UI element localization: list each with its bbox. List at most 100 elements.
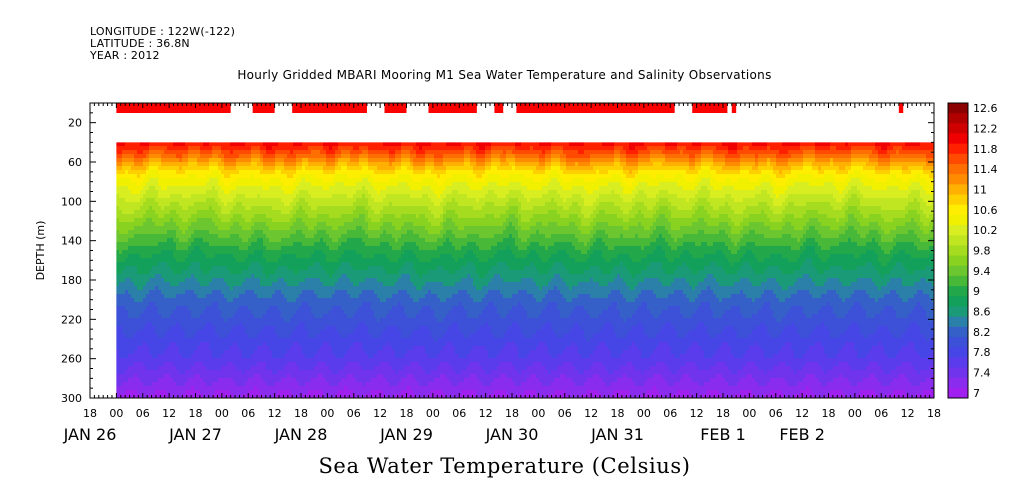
temperature-cell xyxy=(278,250,282,255)
temperature-cell xyxy=(308,194,312,199)
temperature-cell xyxy=(257,378,261,383)
temperature-cell xyxy=(296,222,300,227)
temperature-cell xyxy=(143,382,147,387)
temperature-cell xyxy=(167,258,171,263)
temperature-cell xyxy=(284,334,288,339)
temperature-cell xyxy=(257,374,261,379)
temperature-cell xyxy=(188,170,192,175)
temperature-cell xyxy=(239,210,243,215)
temperature-cell xyxy=(305,162,309,167)
temperature-cell xyxy=(224,258,228,263)
temperature-cell xyxy=(122,186,126,191)
temperature-cell xyxy=(344,358,348,363)
temperature-cell xyxy=(326,282,330,287)
temperature-cell xyxy=(242,166,246,171)
temperature-cell xyxy=(185,194,189,199)
temperature-cell xyxy=(224,222,228,227)
temperature-cell xyxy=(128,142,132,147)
temperature-cell xyxy=(158,310,162,315)
temperature-cell xyxy=(212,182,216,187)
temperature-cell xyxy=(182,326,186,331)
temperature-cell xyxy=(311,146,315,151)
temperature-cell xyxy=(317,350,321,355)
temperature-cell xyxy=(116,226,120,231)
temperature-cell xyxy=(215,326,219,331)
temperature-cell xyxy=(329,258,333,263)
temperature-cell xyxy=(305,182,309,187)
temperature-cell xyxy=(188,358,192,363)
temperature-cell xyxy=(275,362,279,367)
temperature-cell xyxy=(293,358,297,363)
temperature-cell xyxy=(314,182,318,187)
temperature-cell xyxy=(140,358,144,363)
temperature-cell xyxy=(146,318,150,323)
temperature-cell xyxy=(287,226,291,231)
temperature-cell xyxy=(341,238,345,243)
temperature-cell xyxy=(188,218,192,223)
temperature-cell xyxy=(200,354,204,359)
temperature-cell xyxy=(179,358,183,363)
temperature-cell xyxy=(143,222,147,227)
temperature-cell xyxy=(302,142,306,147)
temperature-cell xyxy=(152,242,156,247)
temperature-cell xyxy=(263,166,267,171)
temperature-cell xyxy=(122,254,126,259)
temperature-cell xyxy=(275,162,279,167)
temperature-cell xyxy=(164,214,168,219)
temperature-cell xyxy=(218,258,222,263)
temperature-cell xyxy=(128,194,132,199)
temperature-cell xyxy=(206,306,210,311)
temperature-cell xyxy=(260,198,264,203)
temperature-cell xyxy=(230,150,234,155)
temperature-cell xyxy=(290,354,294,359)
temperature-cell xyxy=(251,238,255,243)
temperature-cell xyxy=(254,194,258,199)
temperature-cell xyxy=(155,198,159,203)
temperature-cell xyxy=(197,370,201,375)
temperature-cell xyxy=(341,358,345,363)
temperature-cell xyxy=(332,190,336,195)
temperature-cell xyxy=(290,318,294,323)
temperature-cell xyxy=(140,350,144,355)
temperature-cell xyxy=(332,358,336,363)
temperature-cell xyxy=(206,266,210,271)
temperature-cell xyxy=(254,202,258,207)
temperature-cell xyxy=(116,270,120,275)
temperature-cell xyxy=(170,194,174,199)
temperature-cell xyxy=(233,370,237,375)
temperature-cell xyxy=(314,246,318,251)
temperature-cell xyxy=(197,206,201,211)
temperature-cell xyxy=(254,278,258,283)
temperature-cell xyxy=(137,266,141,271)
temperature-cell xyxy=(248,274,252,279)
temperature-cell xyxy=(224,374,228,379)
temperature-cell xyxy=(254,322,258,327)
temperature-cell xyxy=(260,178,264,183)
temperature-cell xyxy=(251,378,255,383)
temperature-cell xyxy=(200,382,204,387)
temperature-cell xyxy=(341,154,345,159)
temperature-cell xyxy=(221,314,225,319)
temperature-cell xyxy=(206,194,210,199)
temperature-cell xyxy=(221,246,225,251)
temperature-cell xyxy=(119,142,123,147)
temperature-cell xyxy=(149,218,153,223)
temperature-cell xyxy=(224,146,228,151)
temperature-cell xyxy=(212,202,216,207)
temperature-cell xyxy=(257,182,261,187)
temperature-cell xyxy=(248,354,252,359)
temperature-cell xyxy=(305,306,309,311)
temperature-cell xyxy=(146,198,150,203)
temperature-cell xyxy=(179,302,183,307)
temperature-cell xyxy=(161,186,165,191)
temperature-cell xyxy=(212,342,216,347)
temperature-cell xyxy=(248,314,252,319)
temperature-cell xyxy=(278,294,282,299)
temperature-cell xyxy=(119,250,123,255)
temperature-cell xyxy=(248,390,252,395)
temperature-cell xyxy=(146,250,150,255)
temperature-cell xyxy=(149,374,153,379)
temperature-cell xyxy=(158,194,162,199)
temperature-cell xyxy=(203,350,207,355)
temperature-cell xyxy=(224,286,228,291)
